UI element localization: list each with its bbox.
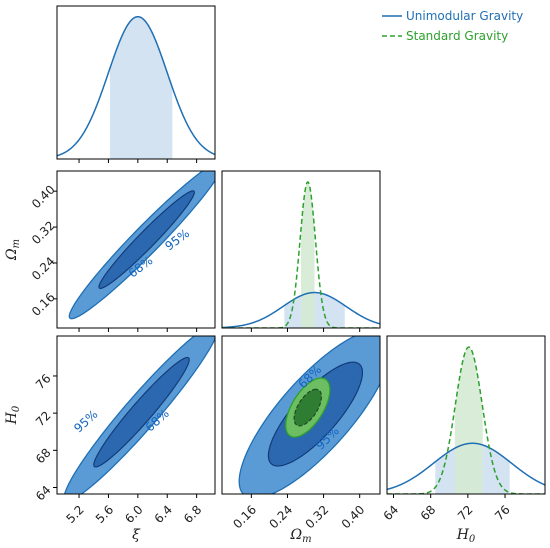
marginal-panel-2 [387, 346, 545, 494]
y-tick-label: 0.16 [29, 290, 58, 319]
y-axis-label-h0: H0 [4, 405, 22, 425]
x-axis-label-omega-m: Ωm [289, 527, 311, 545]
x-axis-label-h0: H0 [456, 527, 476, 545]
x-tick-label: 6.0 [122, 503, 145, 526]
x-axis-label-omega-m-base: Ω [289, 527, 302, 543]
x-axis-label-h0-base: H [456, 527, 470, 543]
marginal-frame-2 [386, 335, 546, 495]
contour-68-standard [293, 388, 322, 427]
marginal-panel-0 [57, 15, 215, 159]
x-tick-label: 5.6 [93, 503, 116, 526]
x-tick-label: 72 [455, 503, 476, 524]
marginal-curve-standard [222, 181, 380, 328]
marginal-band-standard [454, 347, 483, 494]
x-axis-label-omega-m-sub: m [302, 534, 311, 545]
marginal-band-standard [301, 181, 315, 328]
contour-68-unimodular [98, 190, 195, 289]
y-tick-label: 0.40 [29, 182, 58, 211]
x-tick-label: 0.32 [303, 503, 332, 532]
y-tick-label: 68 [33, 446, 54, 467]
legend-label-unimodular: Unimodular Gravity [406, 9, 523, 23]
y-axis-label-h0-base: H [4, 411, 20, 425]
contour-panel-2 [238, 336, 380, 494]
legend-label-standard: Standard Gravity [406, 29, 508, 43]
x-tick-label: 6.4 [152, 503, 175, 526]
marginal-curve-unimodular [222, 291, 380, 328]
y-axis-label-omega-m-base: Ω [4, 248, 20, 261]
x-tick-label: 6.8 [181, 503, 204, 526]
y-axis-label-omega-m: Ωm [4, 239, 22, 261]
marginal-band-unimodular [109, 16, 173, 159]
y-axis-label-h0-sub: 0 [11, 405, 22, 412]
marginal-curve-unimodular [387, 442, 545, 491]
y-tick-label: 0.32 [29, 218, 58, 247]
contour-frame-0 [56, 170, 216, 329]
x-axis-label-xi-base: ξ [132, 527, 141, 543]
x-tick-label: 5.2 [63, 503, 86, 526]
x-axis-label-h0-sub: 0 [469, 534, 476, 545]
x-tick-label: 64 [381, 503, 402, 524]
y-tick-label: 72 [33, 408, 54, 429]
marginal-panel-1 [222, 181, 380, 328]
contour-frame-1 [56, 335, 216, 495]
contour-panel-0 [68, 171, 215, 320]
marginal-frame-0 [56, 5, 216, 160]
marginal-band-unimodular [284, 292, 345, 328]
marginal-curve-unimodular [57, 15, 215, 157]
contour-panel-1 [64, 336, 215, 494]
y-tick-label: 0.24 [29, 254, 58, 283]
x-tick-label: 0.16 [230, 503, 259, 532]
y-tick-label: 64 [33, 483, 54, 504]
y-tick-label: 76 [33, 371, 54, 392]
x-axis-label-xi: ξ [132, 527, 141, 543]
x-tick-label: 68 [418, 503, 439, 524]
panels-layer: 68%95%95% 68%68%95%5.2 5.6 6.0 6.4 6.8 0.16 0.2… [4, 5, 546, 545]
x-tick-label: 0.40 [339, 503, 368, 532]
contour-68-unimodular [93, 356, 190, 468]
legend: Unimodular Gravity Standard Gravity [382, 9, 523, 43]
marginal-frame-1 [221, 170, 381, 329]
y-axis-label-omega-m-sub: m [11, 239, 22, 248]
contour-frame-2 [221, 335, 381, 495]
x-tick-label: 76 [492, 503, 513, 524]
contour-label-95pct: 95% [71, 407, 100, 435]
